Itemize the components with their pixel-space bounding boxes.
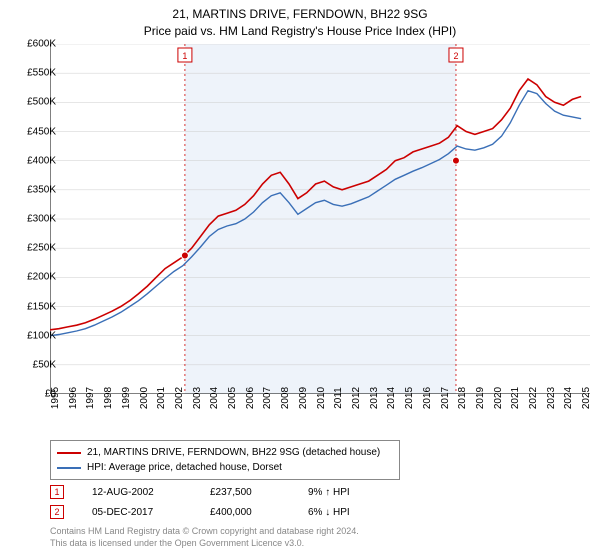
chart-container: 21, MARTINS DRIVE, FERNDOWN, BH22 9SG Pr… (0, 0, 600, 560)
title-line-2: Price paid vs. HM Land Registry's House … (0, 23, 600, 40)
y-tick-label: £250K (27, 243, 56, 254)
y-tick-label: £300K (27, 214, 56, 225)
x-tick-label: 2008 (280, 387, 291, 409)
sale-date-1: 12-AUG-2002 (92, 487, 182, 498)
x-tick-label: 1995 (50, 387, 61, 409)
x-tick-label: 2004 (209, 387, 220, 409)
x-tick-label: 2018 (457, 387, 468, 409)
sale-badge-2: 2 (50, 505, 64, 519)
x-tick-label: 1996 (68, 387, 79, 409)
chart-area: 12 (50, 44, 590, 394)
y-tick-label: £500K (27, 97, 56, 108)
legend-swatch-2 (57, 467, 81, 469)
legend-label-2: HPI: Average price, detached house, Dors… (87, 460, 282, 475)
legend-box: 21, MARTINS DRIVE, FERNDOWN, BH22 9SG (d… (50, 440, 400, 480)
footer-line-2: This data is licensed under the Open Gov… (50, 538, 359, 550)
x-tick-label: 2007 (262, 387, 273, 409)
x-tick-label: 2022 (528, 387, 539, 409)
sale-badge-1-num: 1 (54, 488, 59, 497)
title-line-1: 21, MARTINS DRIVE, FERNDOWN, BH22 9SG (0, 6, 600, 23)
sale-badge-1: 1 (50, 485, 64, 499)
y-tick-label: £400K (27, 155, 56, 166)
x-tick-label: 2015 (404, 387, 415, 409)
x-tick-label: 2017 (440, 387, 451, 409)
title-block: 21, MARTINS DRIVE, FERNDOWN, BH22 9SG Pr… (0, 0, 600, 40)
sale-diff-1: 9% ↑ HPI (308, 487, 378, 498)
y-tick-label: £200K (27, 272, 56, 283)
y-tick-label: £450K (27, 126, 56, 137)
x-tick-label: 2003 (192, 387, 203, 409)
x-tick-label: 2000 (139, 387, 150, 409)
x-tick-label: 2005 (227, 387, 238, 409)
x-tick-label: 2023 (546, 387, 557, 409)
x-tick-label: 2009 (298, 387, 309, 409)
sale-price-2: £400,000 (210, 507, 280, 518)
x-tick-label: 2025 (581, 387, 592, 409)
legend-label-1: 21, MARTINS DRIVE, FERNDOWN, BH22 9SG (d… (87, 445, 380, 460)
svg-text:2: 2 (453, 51, 458, 61)
x-tick-label: 2010 (316, 387, 327, 409)
x-tick-label: 2001 (156, 387, 167, 409)
legend-row-1: 21, MARTINS DRIVE, FERNDOWN, BH22 9SG (d… (57, 445, 393, 460)
sale-date-2: 05-DEC-2017 (92, 507, 182, 518)
x-tick-label: 2024 (563, 387, 574, 409)
y-tick-label: £50K (33, 359, 56, 370)
x-tick-label: 2006 (245, 387, 256, 409)
x-tick-label: 2012 (351, 387, 362, 409)
sale-row-1: 1 12-AUG-2002 £237,500 9% ↑ HPI (50, 482, 590, 502)
x-tick-label: 2013 (369, 387, 380, 409)
y-tick-label: £550K (27, 68, 56, 79)
x-tick-label: 2020 (493, 387, 504, 409)
x-tick-label: 2002 (174, 387, 185, 409)
sale-row-2: 2 05-DEC-2017 £400,000 6% ↓ HPI (50, 502, 590, 522)
x-tick-label: 2014 (386, 387, 397, 409)
x-tick-label: 2011 (333, 387, 344, 409)
y-tick-label: £150K (27, 301, 56, 312)
x-tick-label: 1998 (103, 387, 114, 409)
x-tick-label: 1997 (85, 387, 96, 409)
sale-rows: 1 12-AUG-2002 £237,500 9% ↑ HPI 2 05-DEC… (50, 482, 590, 522)
x-tick-label: 2019 (475, 387, 486, 409)
y-tick-label: £600K (27, 39, 56, 50)
footer: Contains HM Land Registry data © Crown c… (50, 526, 359, 549)
legend-swatch-1 (57, 452, 81, 454)
sale-price-1: £237,500 (210, 487, 280, 498)
footer-line-1: Contains HM Land Registry data © Crown c… (50, 526, 359, 538)
legend-row-2: HPI: Average price, detached house, Dors… (57, 460, 393, 475)
sale-badge-2-num: 2 (54, 508, 59, 517)
x-tick-label: 2016 (422, 387, 433, 409)
sale-diff-2: 6% ↓ HPI (308, 507, 378, 518)
chart-svg: 12 (50, 44, 590, 394)
svg-text:1: 1 (182, 51, 187, 61)
y-tick-label: £350K (27, 184, 56, 195)
x-tick-label: 2021 (510, 387, 521, 409)
y-tick-label: £100K (27, 330, 56, 341)
x-tick-label: 1999 (121, 387, 132, 409)
